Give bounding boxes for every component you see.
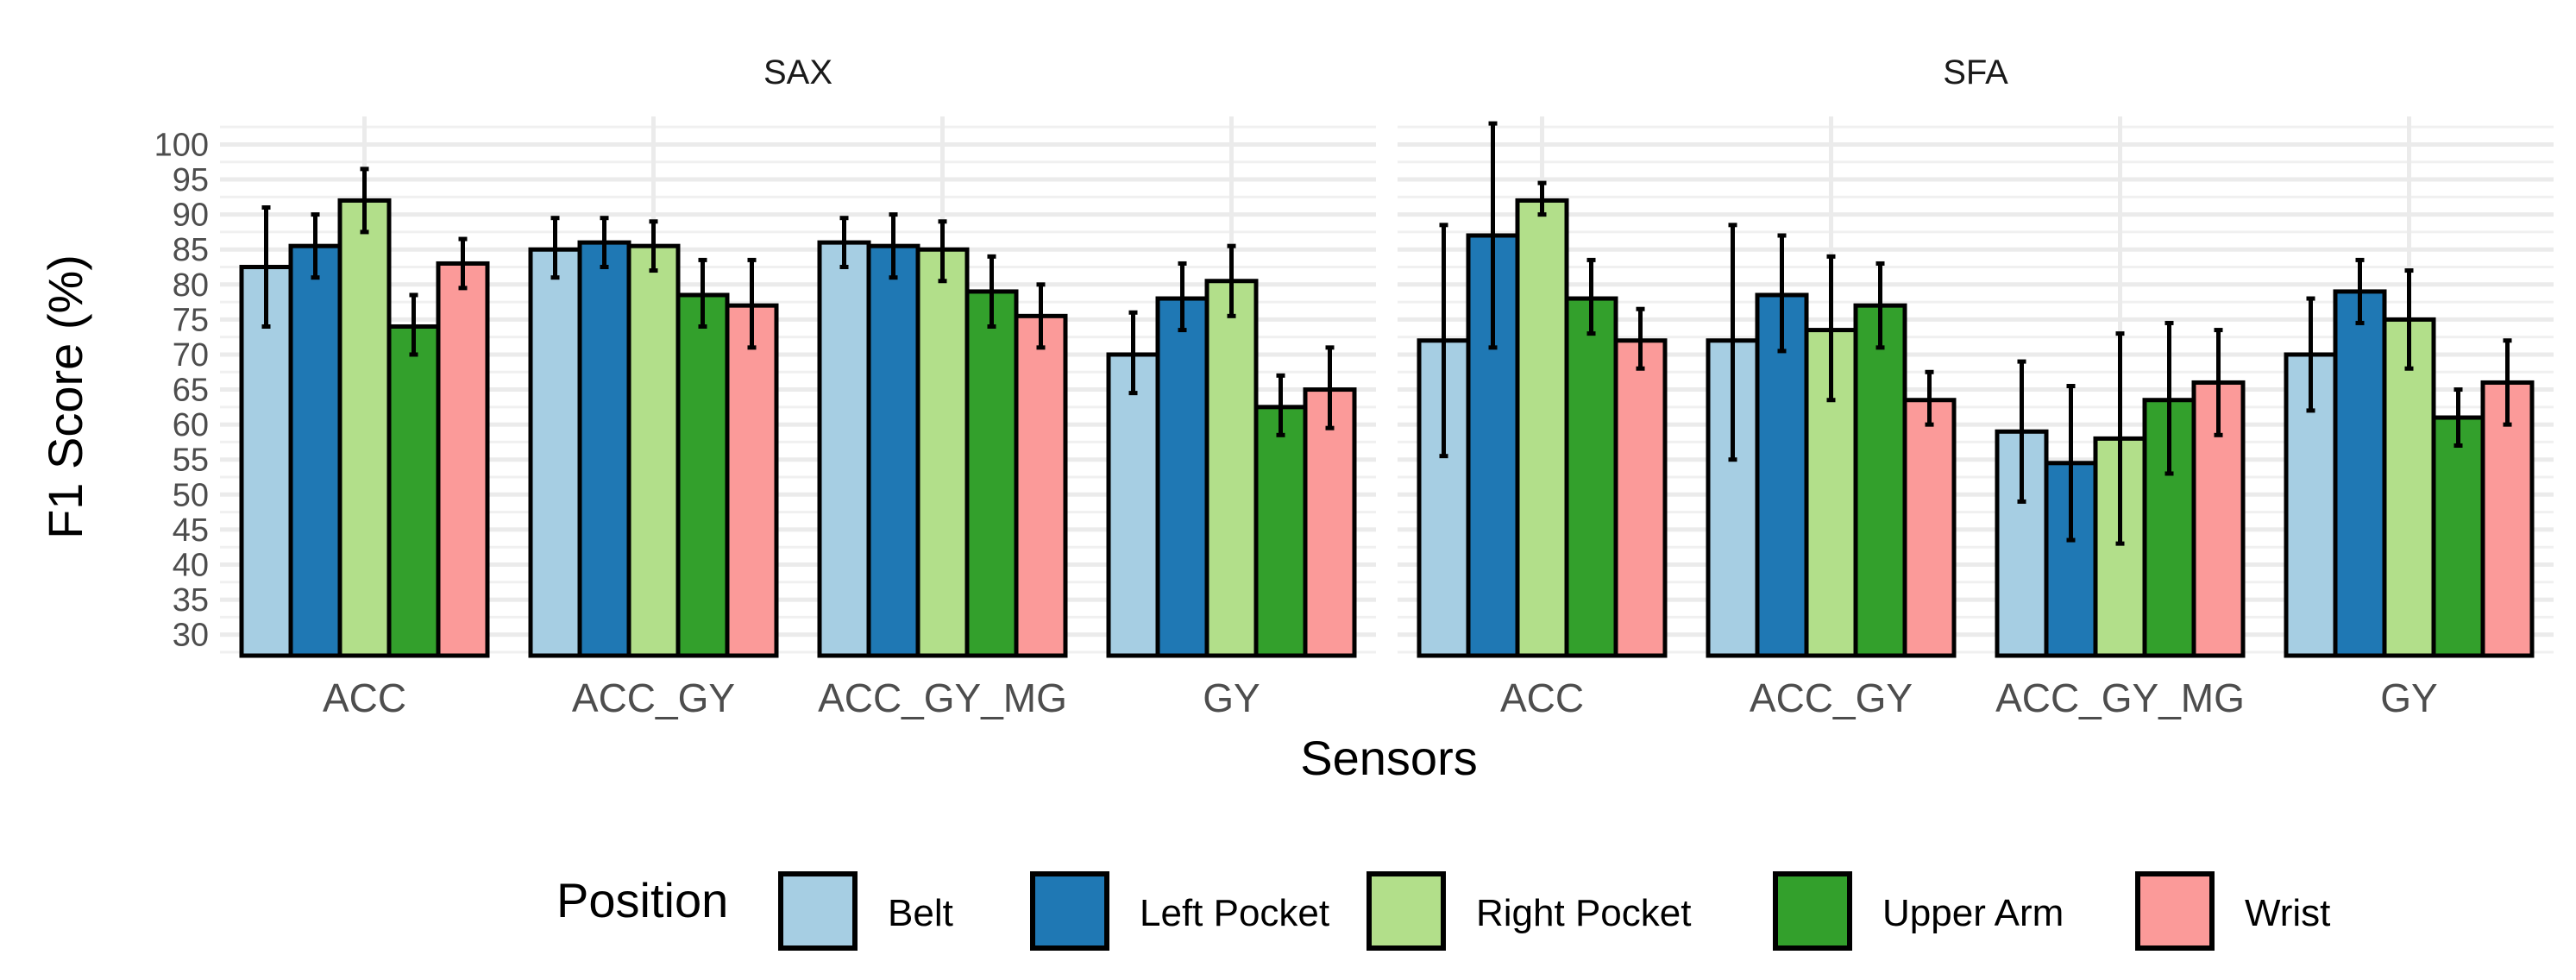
x-tick-label: GY	[2380, 675, 2437, 720]
y-tick-label: 70	[173, 337, 209, 374]
legend-item-right-pocket: Right Pocket	[1367, 871, 1691, 951]
bar-wrist	[1303, 387, 1357, 658]
y-tick-label: 85	[173, 232, 209, 268]
bar-right-pocket	[1204, 279, 1259, 658]
bar-wrist	[1902, 398, 1957, 658]
bar-upper-arm	[964, 289, 1019, 658]
legend: Position Belt Left Pocket Right Pocket Uppe…	[556, 871, 2330, 951]
panel-title-sax: SAX	[763, 53, 832, 91]
bar-upper-arm	[675, 292, 730, 658]
x-axis-title: Sensors	[1300, 731, 1477, 785]
bar-group-gy	[1106, 243, 1357, 658]
bar-left-pocket	[2333, 289, 2387, 658]
bar-group-acc-gy-mg	[817, 212, 1068, 658]
y-tick-label: 50	[173, 477, 209, 513]
y-tick-label: 60	[173, 407, 209, 443]
legend-label-wrist: Wrist	[2245, 892, 2330, 934]
y-tick-label: 100	[154, 127, 209, 163]
bar-wrist	[725, 303, 779, 658]
legend-label-right-pocket: Right Pocket	[1476, 892, 1691, 934]
y-tick-label: 30	[173, 618, 209, 654]
bar-wrist	[2191, 380, 2246, 658]
x-tick-label: ACC	[1500, 675, 1584, 720]
bar-group-acc-gy-mg	[1995, 320, 2246, 658]
legend-key-left-pocket	[1030, 871, 1109, 951]
legend-key-right-pocket	[1367, 871, 1446, 951]
bar-group-acc	[1417, 121, 1668, 658]
bar-right-pocket	[337, 198, 392, 658]
bar-right-pocket	[915, 247, 970, 658]
x-tick-label: ACC_GY_MG	[1995, 675, 2245, 720]
legend-item-left-pocket: Left Pocket	[1030, 871, 1329, 951]
chart-panels: SAX ACC ACC_GY ACC_GY_MG GY SFA ACC ACC_GY ACC_G…	[154, 53, 2554, 720]
bar-group-acc-gy	[528, 216, 779, 658]
legend-label-left-pocket: Left Pocket	[1140, 892, 1329, 934]
bar-group-gy	[2284, 257, 2535, 658]
x-tick-label: GY	[1203, 675, 1260, 720]
bar-left-pocket	[577, 240, 631, 658]
y-tick-label: 45	[173, 512, 209, 549]
bar-upper-arm	[1564, 296, 1618, 658]
y-axis-title: F1 Score (%)	[38, 254, 92, 539]
y-tick-label: 40	[173, 547, 209, 583]
bar-upper-arm	[2431, 415, 2485, 658]
y-tick-label: 90	[173, 198, 209, 234]
panel-sax: SAX ACC ACC_GY ACC_GY_MG GY	[220, 53, 1376, 720]
x-tick-label: ACC_GY_MG	[818, 675, 1067, 720]
bar-left-pocket	[866, 243, 920, 658]
bar-wrist	[1613, 338, 1668, 658]
y-tick-label: 55	[173, 443, 209, 479]
bar-left-pocket	[288, 243, 342, 658]
legend-label-belt: Belt	[888, 892, 953, 934]
bar-group-acc	[239, 166, 490, 658]
bar-upper-arm	[1253, 405, 1308, 658]
legend-key-belt	[778, 871, 858, 951]
legend-item-belt: Belt	[778, 871, 953, 951]
y-tick-label: 80	[173, 267, 209, 304]
bar-belt	[817, 240, 871, 658]
bar-right-pocket	[1515, 198, 1569, 658]
x-tick-label: ACC	[323, 675, 406, 720]
panel-sfa: SFA ACC ACC_GY ACC_GY_MG GY	[1398, 53, 2554, 720]
panel-title-sfa: SFA	[1943, 53, 2008, 91]
bar-wrist	[436, 261, 490, 658]
legend-item-wrist: Wrist	[2135, 871, 2330, 951]
bar-wrist	[1014, 313, 1068, 658]
bar-upper-arm	[1853, 303, 1907, 658]
bar-upper-arm	[386, 324, 441, 658]
bar-group-acc-gy	[1706, 223, 1957, 658]
y-tick-label: 35	[173, 582, 209, 619]
y-tick-label: 75	[173, 302, 209, 338]
legend-label-upper-arm: Upper Arm	[1882, 892, 2064, 934]
bar-right-pocket	[626, 243, 681, 658]
legend-key-upper-arm	[1773, 871, 1852, 951]
x-tick-label: ACC_GY	[1750, 675, 1913, 720]
legend-item-upper-arm: Upper Arm	[1773, 871, 2064, 951]
y-tick-label: 65	[173, 373, 209, 409]
legend-key-wrist	[2135, 871, 2215, 951]
y-tick-label: 95	[173, 162, 209, 198]
bar-left-pocket	[1155, 296, 1209, 658]
bar-belt	[1106, 352, 1160, 658]
x-tick-label: ACC_GY	[572, 675, 735, 720]
legend-title: Position	[556, 873, 728, 927]
bar-belt	[528, 247, 582, 658]
bar-wrist	[2480, 380, 2535, 658]
